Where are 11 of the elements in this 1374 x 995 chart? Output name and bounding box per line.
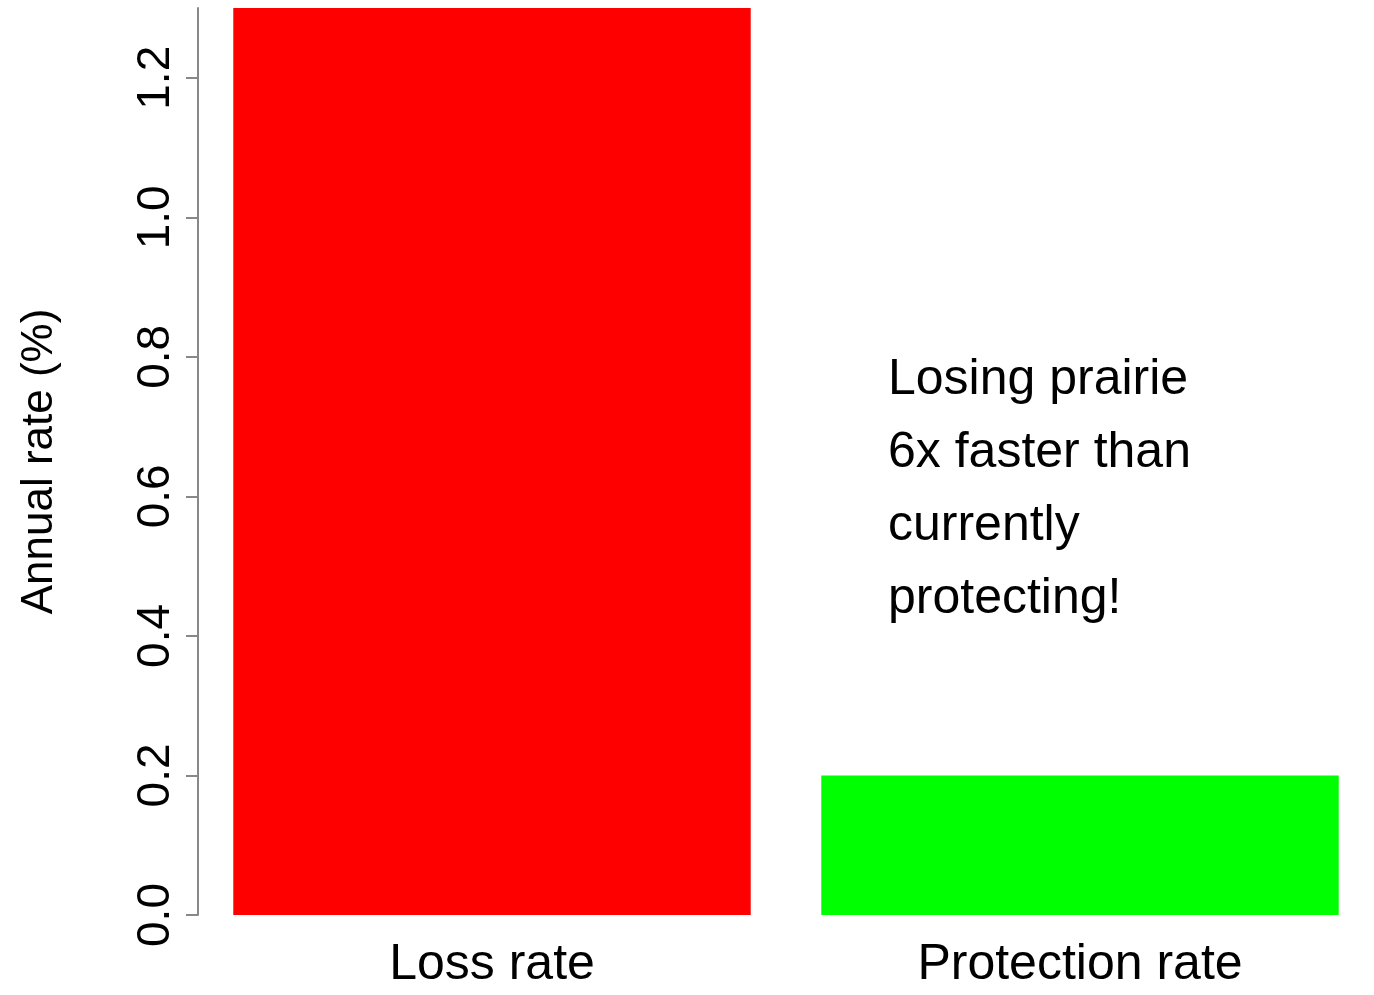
y-tick-label: 0.0 bbox=[127, 883, 179, 947]
y-tick-label: 1.2 bbox=[127, 45, 179, 110]
y-tick-label: 0.8 bbox=[127, 324, 179, 389]
x-tick-label: Loss rate bbox=[389, 934, 595, 990]
x-tick-label: Protection rate bbox=[917, 934, 1243, 990]
y-axis-title: Annual rate (%) bbox=[11, 308, 61, 615]
y-tick-label: 0.2 bbox=[127, 743, 179, 808]
y-tick-label: 1.0 bbox=[127, 185, 179, 250]
annotation: Losing prairie 6x faster than currently protecting! bbox=[888, 348, 1191, 624]
y-tick-label: 0.4 bbox=[127, 603, 179, 668]
y-tick-label: 0.6 bbox=[127, 464, 179, 529]
